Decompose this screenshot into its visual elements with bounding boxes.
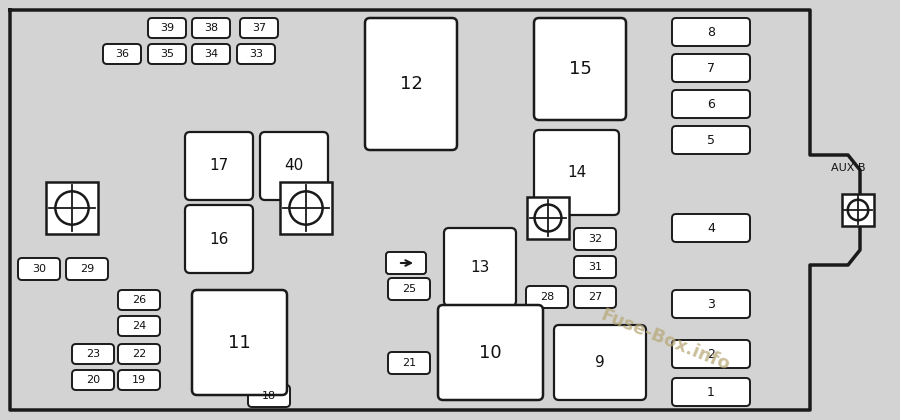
Bar bbox=[527, 197, 569, 239]
Text: 11: 11 bbox=[228, 333, 251, 352]
FancyBboxPatch shape bbox=[672, 214, 750, 242]
Text: 40: 40 bbox=[284, 158, 303, 173]
Text: 22: 22 bbox=[132, 349, 146, 359]
FancyBboxPatch shape bbox=[72, 370, 114, 390]
Text: 38: 38 bbox=[204, 23, 218, 33]
Text: 4: 4 bbox=[707, 221, 715, 234]
Text: 29: 29 bbox=[80, 264, 94, 274]
Text: 21: 21 bbox=[402, 358, 416, 368]
FancyBboxPatch shape bbox=[192, 18, 230, 38]
FancyBboxPatch shape bbox=[148, 44, 186, 64]
FancyBboxPatch shape bbox=[386, 252, 426, 274]
Bar bbox=[280, 182, 332, 234]
Bar bbox=[46, 182, 98, 234]
FancyBboxPatch shape bbox=[672, 126, 750, 154]
FancyBboxPatch shape bbox=[672, 18, 750, 46]
FancyBboxPatch shape bbox=[388, 278, 430, 300]
FancyBboxPatch shape bbox=[192, 44, 230, 64]
Text: 15: 15 bbox=[569, 60, 591, 78]
FancyBboxPatch shape bbox=[185, 132, 253, 200]
Text: 19: 19 bbox=[132, 375, 146, 385]
FancyBboxPatch shape bbox=[526, 286, 568, 308]
FancyBboxPatch shape bbox=[118, 316, 160, 336]
Text: 23: 23 bbox=[86, 349, 100, 359]
Text: 34: 34 bbox=[204, 49, 218, 59]
FancyBboxPatch shape bbox=[672, 90, 750, 118]
FancyBboxPatch shape bbox=[240, 18, 278, 38]
Text: 27: 27 bbox=[588, 292, 602, 302]
FancyBboxPatch shape bbox=[672, 54, 750, 82]
FancyBboxPatch shape bbox=[438, 305, 543, 400]
FancyBboxPatch shape bbox=[534, 18, 626, 120]
Text: 20: 20 bbox=[86, 375, 100, 385]
Polygon shape bbox=[10, 10, 860, 410]
Text: 30: 30 bbox=[32, 264, 46, 274]
FancyBboxPatch shape bbox=[192, 290, 287, 395]
Text: 31: 31 bbox=[588, 262, 602, 272]
Text: 16: 16 bbox=[210, 231, 229, 247]
Text: 14: 14 bbox=[567, 165, 586, 180]
Text: 5: 5 bbox=[707, 134, 715, 147]
Text: 3: 3 bbox=[707, 297, 715, 310]
FancyBboxPatch shape bbox=[118, 370, 160, 390]
Text: 10: 10 bbox=[479, 344, 502, 362]
FancyBboxPatch shape bbox=[18, 258, 60, 280]
Text: 7: 7 bbox=[707, 61, 715, 74]
FancyBboxPatch shape bbox=[574, 286, 616, 308]
Text: 8: 8 bbox=[707, 26, 715, 39]
Text: 33: 33 bbox=[249, 49, 263, 59]
FancyBboxPatch shape bbox=[118, 290, 160, 310]
FancyBboxPatch shape bbox=[260, 132, 328, 200]
FancyBboxPatch shape bbox=[444, 228, 516, 306]
Text: 9: 9 bbox=[595, 355, 605, 370]
FancyBboxPatch shape bbox=[248, 385, 290, 407]
Text: 32: 32 bbox=[588, 234, 602, 244]
Text: 25: 25 bbox=[402, 284, 416, 294]
Text: 17: 17 bbox=[210, 158, 229, 173]
Text: 1: 1 bbox=[707, 386, 715, 399]
FancyBboxPatch shape bbox=[574, 228, 616, 250]
FancyBboxPatch shape bbox=[554, 325, 646, 400]
Text: Fuse-Box.info: Fuse-Box.info bbox=[598, 306, 733, 374]
Text: 12: 12 bbox=[400, 75, 422, 93]
FancyBboxPatch shape bbox=[185, 205, 253, 273]
Text: 2: 2 bbox=[707, 347, 715, 360]
FancyBboxPatch shape bbox=[534, 130, 619, 215]
Text: 6: 6 bbox=[707, 97, 715, 110]
Text: 37: 37 bbox=[252, 23, 266, 33]
FancyBboxPatch shape bbox=[148, 18, 186, 38]
Text: 18: 18 bbox=[262, 391, 276, 401]
Text: AUX B: AUX B bbox=[831, 163, 865, 173]
FancyBboxPatch shape bbox=[574, 256, 616, 278]
FancyBboxPatch shape bbox=[365, 18, 457, 150]
Text: 24: 24 bbox=[132, 321, 146, 331]
FancyBboxPatch shape bbox=[103, 44, 141, 64]
Text: 39: 39 bbox=[160, 23, 174, 33]
FancyBboxPatch shape bbox=[118, 344, 160, 364]
FancyBboxPatch shape bbox=[672, 340, 750, 368]
Text: 36: 36 bbox=[115, 49, 129, 59]
FancyBboxPatch shape bbox=[388, 352, 430, 374]
FancyBboxPatch shape bbox=[72, 344, 114, 364]
Text: 35: 35 bbox=[160, 49, 174, 59]
FancyBboxPatch shape bbox=[672, 378, 750, 406]
FancyBboxPatch shape bbox=[66, 258, 108, 280]
Text: 13: 13 bbox=[471, 260, 490, 275]
FancyBboxPatch shape bbox=[237, 44, 275, 64]
Bar bbox=[842, 194, 874, 226]
FancyBboxPatch shape bbox=[672, 290, 750, 318]
Text: 28: 28 bbox=[540, 292, 554, 302]
Text: 26: 26 bbox=[132, 295, 146, 305]
